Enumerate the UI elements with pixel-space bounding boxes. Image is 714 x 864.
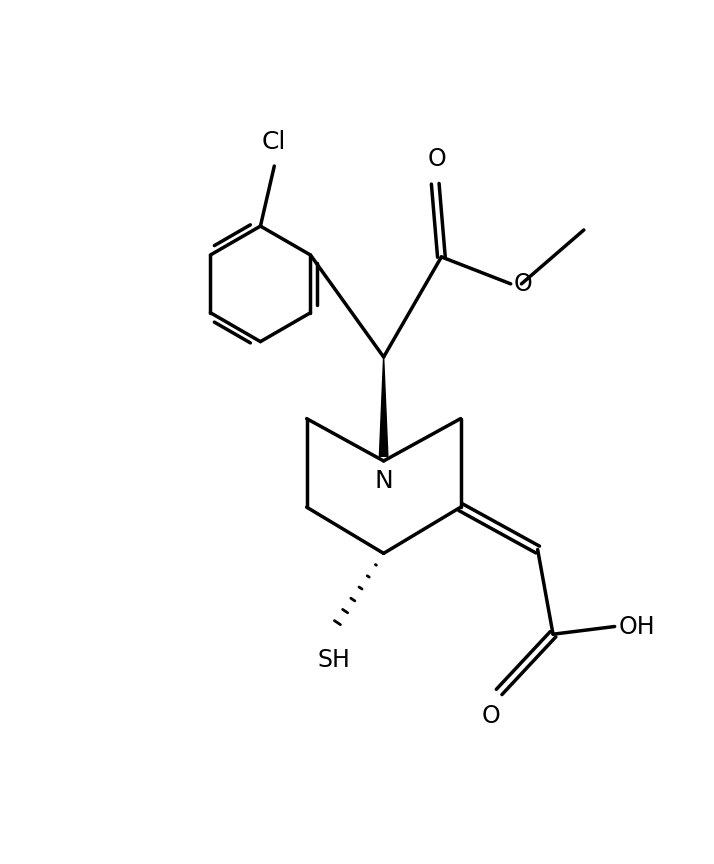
Text: O: O bbox=[428, 148, 446, 171]
Text: OH: OH bbox=[618, 614, 655, 638]
Text: O: O bbox=[482, 703, 501, 727]
Polygon shape bbox=[379, 357, 388, 456]
Text: O: O bbox=[514, 272, 533, 295]
Text: N: N bbox=[374, 468, 393, 492]
Text: SH: SH bbox=[317, 648, 350, 672]
Text: Cl: Cl bbox=[262, 130, 286, 154]
